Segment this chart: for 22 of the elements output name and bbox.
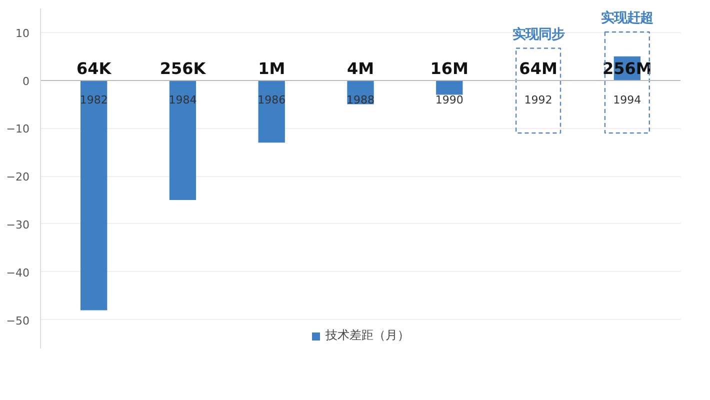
x-tick-label: 1992 (524, 93, 552, 106)
annotation: 64M (519, 58, 558, 78)
annotation: 16M (430, 58, 468, 78)
x-tick-label: 1994 (613, 93, 642, 106)
annotation: 256K (160, 58, 206, 78)
annotation: 4M (346, 58, 374, 78)
y-tick-label: 0 (22, 74, 30, 88)
annotation: 实现赶超 (601, 10, 654, 26)
annotation: 实现同步 (512, 26, 564, 42)
y-tick-label: −30 (6, 218, 30, 232)
y-tick-label: −10 (6, 122, 30, 136)
x-tick-label: 1990 (435, 93, 464, 106)
y-tick-label: −50 (6, 314, 30, 328)
annotation: 1M (258, 58, 286, 78)
x-tick-label: 1982 (80, 93, 108, 106)
x-tick-label: 1986 (258, 93, 286, 106)
x-tick-label: 1988 (346, 93, 375, 106)
y-tick-label: −40 (6, 266, 30, 280)
y-tick-label: −20 (6, 170, 30, 184)
legend-label: 技术差距（月） (326, 327, 410, 344)
annotation: 64K (76, 58, 112, 78)
y-tick-label: 10 (16, 26, 30, 40)
